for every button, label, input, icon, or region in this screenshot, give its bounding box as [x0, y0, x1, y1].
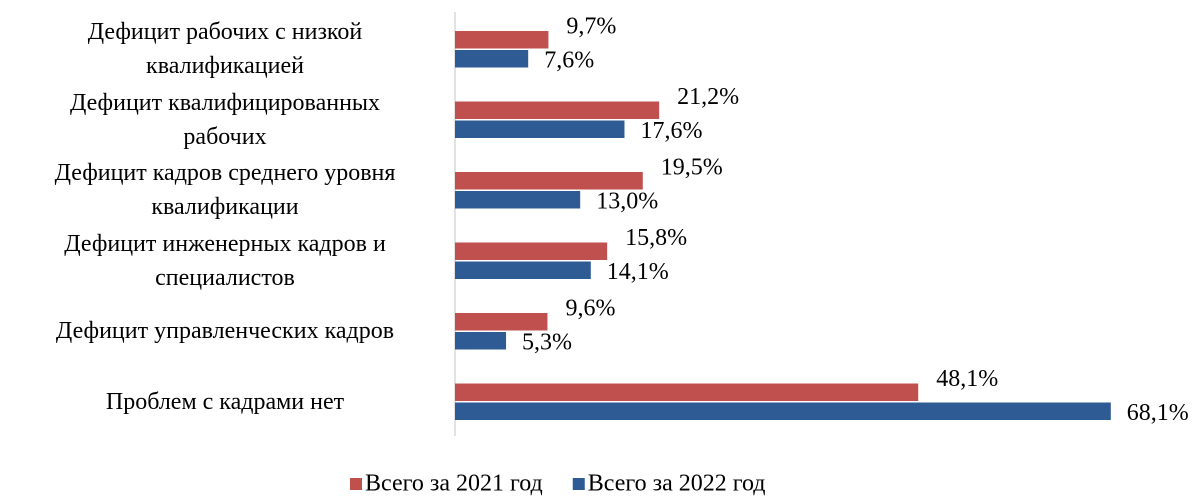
category-label: Дефицит квалифицированных рабочих: [69, 89, 381, 150]
value-label: 7,6%: [544, 48, 594, 74]
value-label: 14,1%: [607, 259, 669, 285]
value-label: 21,2%: [677, 84, 739, 110]
value-label: 19,5%: [661, 155, 723, 181]
legend-label: Всего за 2021 год: [365, 471, 543, 497]
bar: [455, 313, 548, 331]
category-label: Дефицит кадров среднего уровня квалифика…: [54, 160, 396, 221]
value-label: 17,6%: [640, 118, 702, 144]
value-label: 9,6%: [565, 296, 615, 322]
category-label: Дефицит управленческих кадров: [55, 318, 395, 345]
value-label: 48,1%: [936, 366, 998, 392]
legend-swatch: [572, 478, 585, 490]
bar: [455, 101, 660, 119]
value-label: 5,3%: [522, 330, 572, 356]
category-label: Дефицит рабочих с низкой квалификацией: [87, 19, 363, 80]
bar: [455, 172, 643, 190]
bar: [455, 383, 919, 401]
bar: [455, 191, 581, 209]
value-label: 68,1%: [1127, 400, 1189, 426]
legend-swatch: [350, 478, 362, 490]
value-label: 9,7%: [566, 14, 616, 40]
bar: [455, 31, 549, 49]
bar: [455, 261, 591, 279]
legend-label: Всего за 2022 год: [588, 471, 766, 497]
bar: [455, 242, 608, 260]
category-label: Проблем с кадрами нет: [105, 388, 345, 415]
bar: [455, 120, 625, 138]
bar: [455, 332, 507, 350]
value-label: 15,8%: [625, 225, 687, 251]
value-label: 13,0%: [596, 189, 658, 215]
bar: [455, 402, 1111, 420]
category-label: Дефицит инженерных кадров и специалистов: [64, 230, 386, 291]
bar: [455, 50, 529, 68]
